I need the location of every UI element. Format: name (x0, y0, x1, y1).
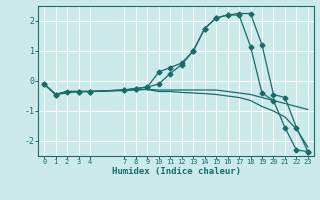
X-axis label: Humidex (Indice chaleur): Humidex (Indice chaleur) (111, 167, 241, 176)
